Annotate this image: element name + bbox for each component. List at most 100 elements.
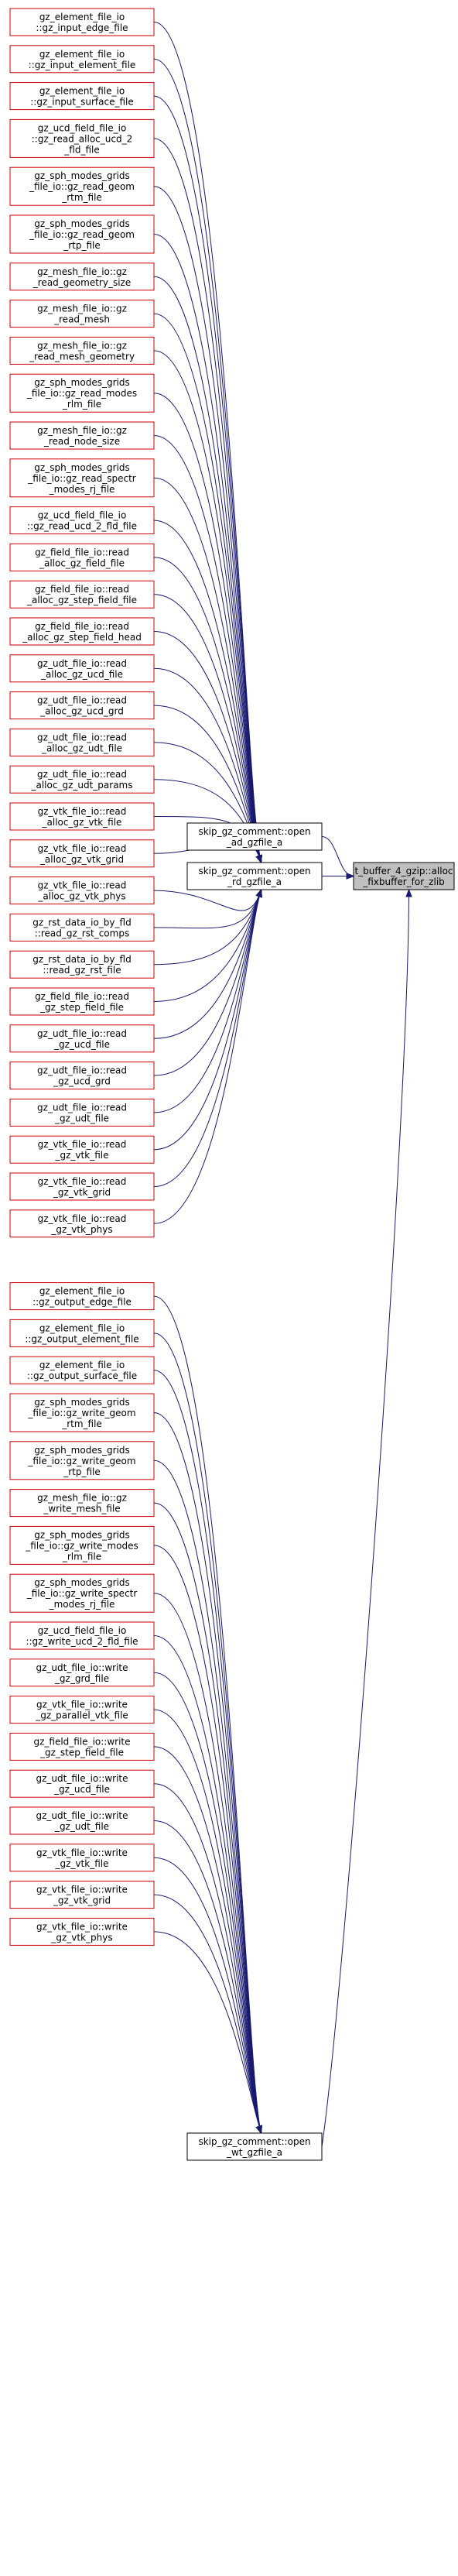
call-edge-arrowhead bbox=[255, 888, 262, 898]
call-edge bbox=[153, 1593, 262, 2134]
mid-node-rd-label: _rd_gzfile_a bbox=[227, 876, 282, 887]
caller-node-label: _alloc_gz_vtk_phys bbox=[37, 891, 125, 902]
mid-node-ad-label: skip_gz_comment::open bbox=[198, 826, 310, 837]
call-edge bbox=[153, 889, 262, 1113]
call-edge bbox=[153, 889, 262, 966]
caller-node[interactable]: gz_udt_file_io::read_alloc_gz_ucd_file bbox=[9, 654, 155, 683]
caller-node[interactable]: gz_udt_file_io::read_alloc_gz_udt_params bbox=[9, 765, 155, 794]
caller-node[interactable]: gz_vtk_file_io::read_gz_vtk_file bbox=[9, 1135, 155, 1164]
caller-node-box bbox=[9, 1356, 155, 1384]
caller-node[interactable]: gz_mesh_file_io::gz_read_mesh_geometry bbox=[9, 336, 155, 365]
call-edge bbox=[153, 186, 262, 863]
caller-node-label: _fld_file bbox=[63, 144, 99, 155]
caller-node[interactable]: gz_vtk_file_io::write_gz_vtk_grid bbox=[9, 1881, 155, 1909]
caller-node-label: ::gz_write_ucd_2_fld_file bbox=[26, 1636, 138, 1647]
caller-node-label: ::gz_input_surface_file bbox=[30, 97, 134, 108]
call-edge bbox=[153, 1931, 262, 2134]
caller-node-label: _rtm_file bbox=[61, 192, 102, 203]
caller-node[interactable]: gz_ucd_field_file_io::gz_read_alloc_ucd_… bbox=[9, 118, 155, 158]
call-edge bbox=[153, 350, 262, 863]
caller-node[interactable]: gz_field_file_io::write_gz_step_field_fi… bbox=[9, 1732, 155, 1761]
caller-node[interactable]: gz_field_file_io::read_gz_step_field_fil… bbox=[9, 987, 155, 1016]
call-edge bbox=[153, 234, 262, 863]
caller-node[interactable]: gz_vtk_file_io::read_gz_vtk_grid bbox=[9, 1172, 155, 1201]
caller-node-box bbox=[9, 458, 155, 498]
mid-node-ad[interactable]: skip_gz_comment::open_ad_gzfile_a bbox=[186, 822, 323, 851]
caller-node[interactable]: gz_element_file_io::gz_output_element_fi… bbox=[9, 1319, 155, 1347]
caller-node-label: gz_mesh_file_io::gz bbox=[37, 425, 127, 436]
caller-node[interactable]: gz_rst_data_io_by_fld::read_gz_rst_file bbox=[9, 950, 155, 979]
caller-node-box bbox=[9, 1621, 155, 1650]
caller-node[interactable]: gz_sph_modes_grids_file_io::gz_write_geo… bbox=[9, 1441, 155, 1480]
caller-node[interactable]: gz_udt_file_io::read_alloc_gz_udt_file bbox=[9, 728, 155, 756]
caller-node-box bbox=[9, 617, 155, 646]
root-node-box bbox=[353, 862, 455, 890]
caller-node[interactable]: gz_udt_file_io::read_alloc_gz_ucd_grd bbox=[9, 691, 155, 720]
caller-node-box bbox=[9, 1696, 155, 1724]
caller-node[interactable]: gz_vtk_file_io::write_gz_parallel_vtk_fi… bbox=[9, 1696, 155, 1724]
mid-node-rd-box bbox=[186, 862, 323, 890]
caller-node-label: ::gz_read_alloc_ucd_2 bbox=[32, 133, 132, 144]
caller-node[interactable]: gz_element_file_io::gz_input_element_fil… bbox=[9, 45, 155, 74]
caller-node-box bbox=[9, 1393, 155, 1432]
mid-node-ad-label: _ad_gzfile_a bbox=[226, 837, 283, 848]
caller-node[interactable]: gz_element_file_io::gz_input_surface_fil… bbox=[9, 82, 155, 111]
caller-node[interactable]: gz_vtk_file_io::write_gz_vtk_phys bbox=[9, 1917, 155, 1946]
caller-node-label: gz_sph_modes_grids bbox=[34, 170, 129, 181]
caller-node[interactable]: gz_udt_file_io::write_gz_ucd_file bbox=[9, 1769, 155, 1798]
caller-node-label: ::gz_input_edge_file bbox=[36, 22, 128, 33]
caller-node-box bbox=[9, 1917, 155, 1946]
caller-node-label: gz_ucd_field_file_io bbox=[38, 510, 127, 521]
call-edge bbox=[153, 1502, 262, 2134]
caller-node[interactable]: gz_sph_modes_grids_file_io::gz_read_mode… bbox=[9, 373, 155, 413]
caller-node[interactable]: gz_udt_file_io::write_gz_udt_file bbox=[9, 1806, 155, 1835]
mid-node-wt-box bbox=[186, 2132, 323, 2161]
caller-node-label: gz_element_file_io bbox=[39, 86, 125, 97]
caller-node[interactable]: gz_udt_file_io::read_gz_ucd_grd bbox=[9, 1062, 155, 1090]
caller-node-label: gz_udt_file_io::read bbox=[37, 1102, 127, 1113]
caller-node-label: _rlm_file bbox=[62, 399, 101, 410]
caller-node[interactable]: gz_element_file_io::gz_input_edge_file bbox=[9, 8, 155, 36]
caller-node[interactable]: gz_vtk_file_io::read_alloc_gz_vtk_file bbox=[9, 802, 155, 831]
caller-node[interactable]: gz_sph_modes_grids_file_io::gz_read_geom… bbox=[9, 166, 155, 206]
caller-node[interactable]: gz_vtk_file_io::write_gz_vtk_file bbox=[9, 1844, 155, 1872]
mid-node-ad-box bbox=[186, 822, 323, 851]
call-edge-arrowhead bbox=[346, 873, 355, 880]
caller-node[interactable]: gz_field_file_io::read_alloc_gz_step_fie… bbox=[9, 580, 155, 609]
caller-node[interactable]: gz_udt_file_io::read_gz_udt_file bbox=[9, 1098, 155, 1127]
call-edge bbox=[153, 889, 262, 1187]
caller-node[interactable]: gz_mesh_file_io::gz_read_node_size bbox=[9, 421, 155, 450]
caller-node[interactable]: gz_sph_modes_grids_file_io::gz_read_geom… bbox=[9, 214, 155, 254]
caller-node-label: gz_element_file_io bbox=[39, 1286, 125, 1297]
caller-node[interactable]: gz_sph_modes_grids_file_io::gz_write_spe… bbox=[9, 1573, 155, 1613]
caller-node[interactable]: gz_vtk_file_io::read_alloc_gz_vtk_grid bbox=[9, 839, 155, 868]
caller-node[interactable]: gz_element_file_io::gz_output_edge_file bbox=[9, 1282, 155, 1311]
caller-node[interactable]: gz_mesh_file_io::gz_read_geometry_size bbox=[9, 262, 155, 291]
caller-node[interactable]: gz_sph_modes_grids_file_io::gz_write_geo… bbox=[9, 1393, 155, 1432]
caller-node-box bbox=[9, 1573, 155, 1613]
mid-node-wt[interactable]: skip_gz_comment::open_wt_gzfile_a bbox=[186, 2132, 323, 2161]
caller-node[interactable]: gz_udt_file_io::read_gz_ucd_file bbox=[9, 1024, 155, 1053]
caller-node-label: _gz_step_field_file bbox=[39, 1747, 124, 1758]
caller-node[interactable]: gz_mesh_file_io::gz_read_mesh bbox=[9, 300, 155, 328]
caller-node[interactable]: gz_field_file_io::read_alloc_gz_step_fie… bbox=[9, 617, 155, 646]
mid-node-rd[interactable]: skip_gz_comment::open_rd_gzfile_a bbox=[186, 862, 323, 890]
caller-node-box bbox=[9, 1806, 155, 1835]
mid-node-wt-label: skip_gz_comment::open bbox=[198, 2136, 310, 2147]
caller-node[interactable]: gz_vtk_file_io::read_gz_vtk_phys bbox=[9, 1209, 155, 1238]
caller-node[interactable]: gz_ucd_field_file_io::gz_write_ucd_2_fld… bbox=[9, 1621, 155, 1650]
caller-node[interactable]: gz_rst_data_io_by_fld::read_gz_rst_comps bbox=[9, 913, 155, 942]
caller-node[interactable]: gz_mesh_file_io::gz_write_mesh_file bbox=[9, 1489, 155, 1518]
caller-node-label: _rtp_file bbox=[63, 240, 101, 251]
caller-node[interactable]: gz_udt_file_io::write_gz_grd_file bbox=[9, 1658, 155, 1687]
caller-node-label: gz_element_file_io bbox=[39, 1360, 125, 1370]
root-node[interactable]: t_buffer_4_gzip::alloc_fixbuffer_for_zli… bbox=[353, 862, 455, 890]
caller-node[interactable]: gz_vtk_file_io::read_alloc_gz_vtk_phys bbox=[9, 876, 155, 905]
caller-node[interactable]: gz_sph_modes_grids_file_io::gz_read_spec… bbox=[9, 458, 155, 498]
caller-node[interactable]: gz_field_file_io::read_alloc_gz_field_fi… bbox=[9, 543, 155, 571]
caller-node[interactable]: gz_element_file_io::gz_output_surface_fi… bbox=[9, 1356, 155, 1384]
call-edge-arrowhead bbox=[405, 888, 412, 897]
caller-node[interactable]: gz_sph_modes_grids_file_io::gz_write_mod… bbox=[9, 1525, 155, 1565]
caller-node[interactable]: gz_ucd_field_file_io::gz_read_ucd_2_fld_… bbox=[9, 506, 155, 535]
caller-node-label: gz_udt_file_io::read bbox=[37, 695, 127, 706]
